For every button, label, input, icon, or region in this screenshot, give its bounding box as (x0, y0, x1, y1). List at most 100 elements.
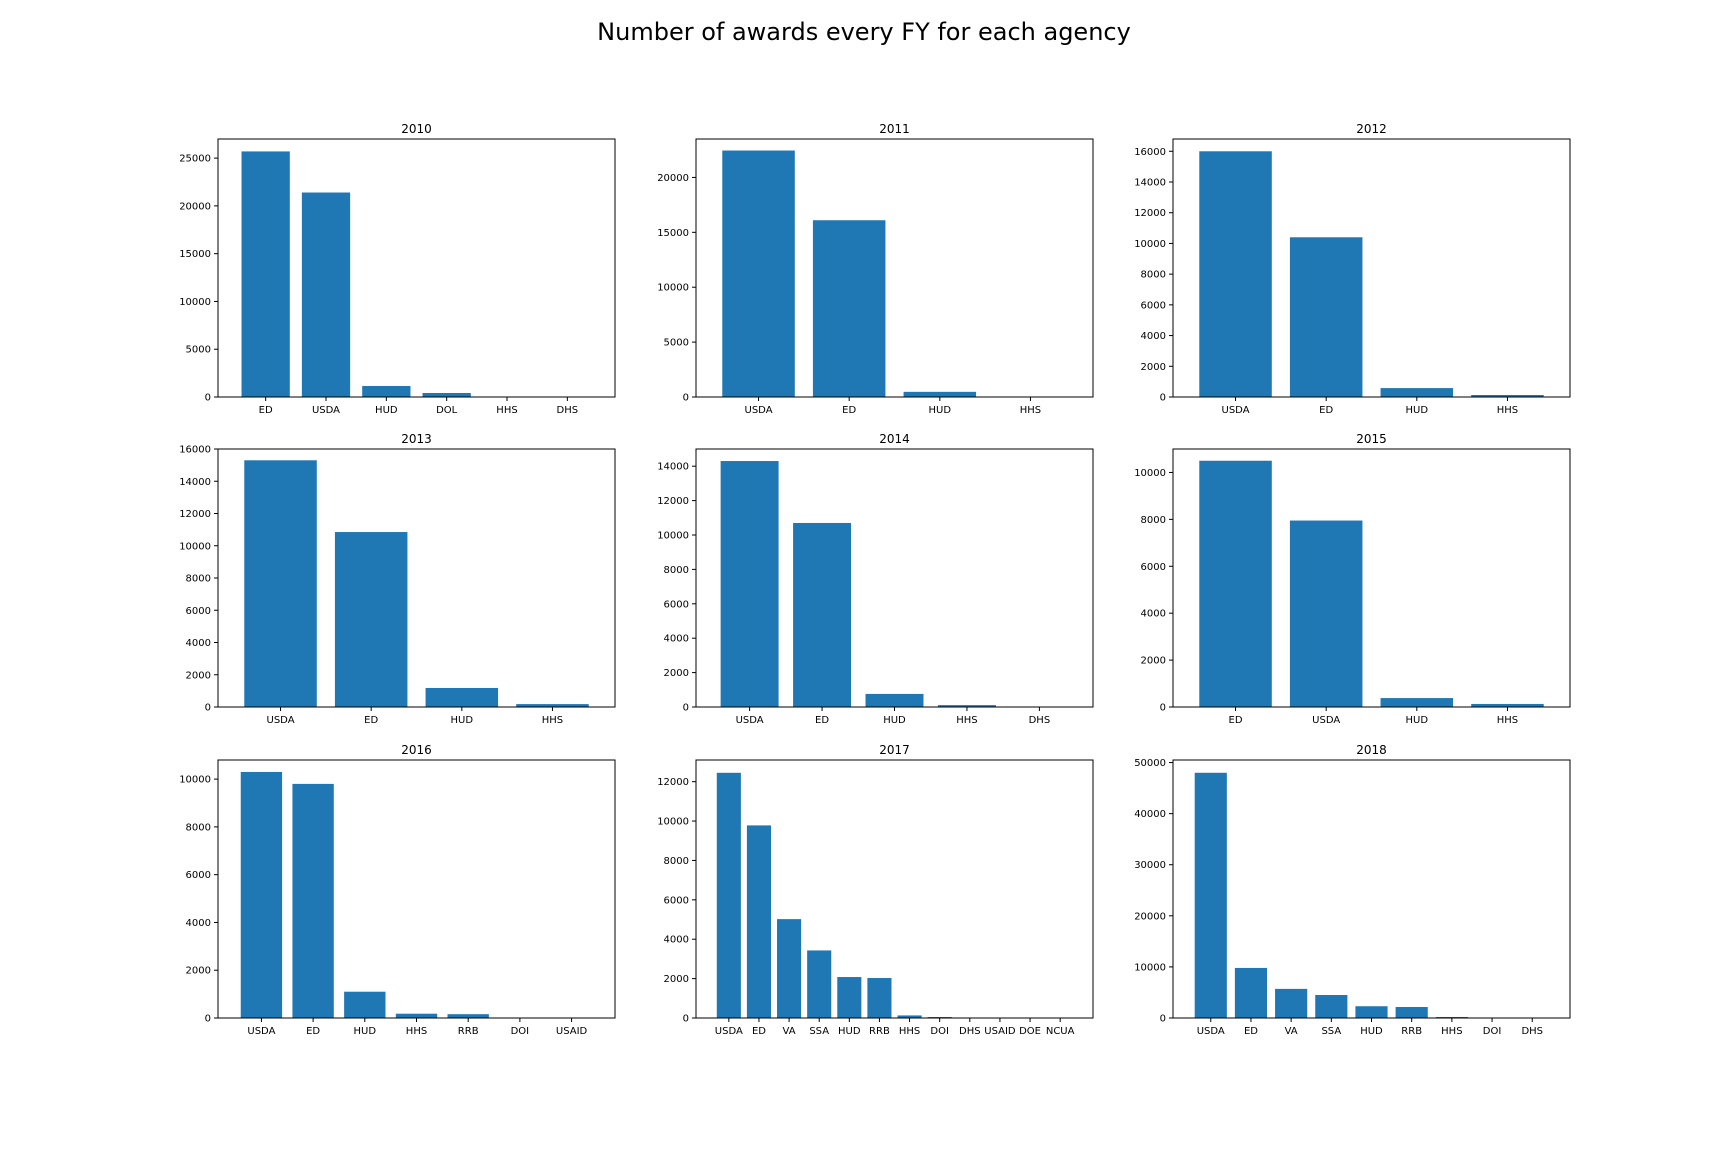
axes-frame (1172, 138, 1571, 398)
y-tick-label: 5000 (664, 338, 689, 349)
y-tick-label: 6000 (186, 606, 211, 617)
x-tick-label: USDA (715, 1026, 743, 1037)
x-tick-label: HUD (451, 715, 474, 726)
x-tick-label: USDA (312, 405, 340, 416)
bar-ED (1289, 237, 1363, 397)
y-tick-label: 10000 (657, 817, 689, 828)
x-tick-label: ED (364, 715, 378, 726)
bar-RRB (867, 978, 892, 1018)
y-tick-label: 15000 (179, 249, 211, 260)
y-tick-label: 8000 (186, 822, 211, 833)
x-tick-label: HHS (956, 715, 977, 726)
x-tick-label: DHS (1029, 715, 1051, 726)
x-tick-label: ED (306, 1026, 320, 1037)
bar-ED (334, 532, 408, 707)
bar-HHS (1435, 1016, 1468, 1018)
y-tick-label: 0 (1160, 703, 1166, 714)
y-tick-label: 0 (683, 1014, 689, 1025)
bar-USDA (720, 461, 779, 707)
subplot-title: 2015 (1356, 432, 1387, 446)
bar-HUD (362, 386, 411, 397)
y-tick-label: 8000 (664, 565, 689, 576)
x-tick-label: USDA (745, 405, 773, 416)
axes-frame (1172, 448, 1571, 708)
x-tick-label: HUD (1360, 1026, 1383, 1037)
x-tick-label: DOI (930, 1026, 949, 1037)
x-tick-label: HUD (1406, 405, 1429, 416)
bar-HUD (1355, 1006, 1388, 1018)
y-tick-label: 4000 (1141, 609, 1166, 620)
figure-title: Number of awards every FY for each agenc… (597, 18, 1131, 46)
y-tick-label: 12000 (657, 496, 689, 507)
y-tick-label: 2000 (664, 668, 689, 679)
y-tick-label: 50000 (1134, 758, 1166, 769)
y-tick-label: 40000 (1134, 809, 1166, 820)
x-tick-label: ED (752, 1026, 766, 1037)
bar-HUD (1380, 388, 1454, 397)
bar-HHS (1471, 395, 1544, 397)
y-tick-label: 2000 (1141, 362, 1166, 373)
y-tick-label: 10000 (1134, 239, 1166, 250)
bar-VA (777, 919, 802, 1018)
subplot-2016: 2016 USDA ED HUD HHS RRB DOI USAID 0 2000 4000 6000… (179, 743, 616, 1037)
x-tick-label: ED (259, 405, 273, 416)
axes-frame (217, 759, 616, 1019)
y-tick-label: 6000 (664, 599, 689, 610)
x-tick-label: SSA (809, 1026, 829, 1037)
x-tick-label: SSA (1321, 1026, 1341, 1037)
x-tick-label: HHS (496, 405, 517, 416)
subplot-title: 2017 (879, 743, 910, 757)
x-tick-label: ED (842, 405, 856, 416)
axes-frame (217, 448, 616, 708)
x-tick-label: DHS (1521, 1026, 1543, 1037)
bar-ED (241, 151, 290, 397)
x-tick-label: USDA (1197, 1026, 1225, 1037)
subplot-2011: 2011 USDA ED HUD HHS 0 5000 10000 15000 20000 (657, 122, 1094, 416)
x-tick-label: HUD (375, 405, 398, 416)
subplot-title: 2011 (879, 122, 910, 136)
subplot-2013: 2013 USDA ED HUD HHS 0 2000 4000 6000 8000 10000 12… (179, 432, 616, 726)
y-tick-label: 20000 (1134, 911, 1166, 922)
y-tick-label: 0 (205, 393, 211, 404)
bar-USDA (301, 192, 351, 397)
y-tick-label: 0 (683, 393, 689, 404)
x-tick-label: VA (783, 1026, 796, 1037)
y-tick-label: 10000 (179, 297, 211, 308)
x-tick-label: USAID (984, 1026, 1016, 1037)
y-tick-label: 30000 (1134, 860, 1166, 871)
y-tick-label: 6000 (1141, 562, 1166, 573)
x-tick-label: ED (815, 715, 829, 726)
x-tick-label: VA (1285, 1026, 1298, 1037)
x-tick-label: RRB (1401, 1026, 1422, 1037)
y-tick-label: 15000 (657, 228, 689, 239)
y-tick-label: 10000 (179, 541, 211, 552)
y-tick-label: 14000 (1134, 178, 1166, 189)
bar-USDA (722, 150, 795, 397)
y-tick-label: 8000 (664, 856, 689, 867)
subplot-2015: 2015 ED USDA HUD HHS 0 2000 4000 6000 8000 10000 (1134, 432, 1571, 726)
y-tick-label: 16000 (1134, 147, 1166, 158)
y-tick-label: 0 (1160, 393, 1166, 404)
bar-HUD (425, 687, 499, 707)
bar-ED (1234, 967, 1268, 1018)
y-tick-label: 4000 (1141, 331, 1166, 342)
subplot-2014: 2014 USDA ED HUD HHS DHS 0 2000 4000 6000 8000 1000… (657, 432, 1094, 726)
x-tick-label: USDA (247, 1026, 275, 1037)
y-tick-label: 20000 (657, 173, 689, 184)
subplot-2017: 2017 USDA ED VA SSA HUD RRB HHS DOI DHS USAID DOE NC… (657, 743, 1094, 1037)
bar-HUD (837, 977, 862, 1018)
x-tick-label: DOL (436, 405, 458, 416)
y-tick-label: 6000 (664, 895, 689, 906)
y-tick-label: 12000 (657, 777, 689, 788)
y-tick-label: 2000 (186, 670, 211, 681)
x-tick-label: DOI (1483, 1026, 1502, 1037)
y-tick-label: 8000 (186, 574, 211, 585)
x-tick-label: USAID (556, 1026, 588, 1037)
x-tick-label: ED (1319, 405, 1333, 416)
y-tick-label: 0 (205, 1014, 211, 1025)
x-tick-label: NCUA (1046, 1026, 1075, 1037)
bar-SSA (807, 950, 832, 1018)
y-tick-label: 0 (1160, 1014, 1166, 1025)
y-tick-label: 10000 (657, 283, 689, 294)
bar-HUD (865, 693, 924, 707)
